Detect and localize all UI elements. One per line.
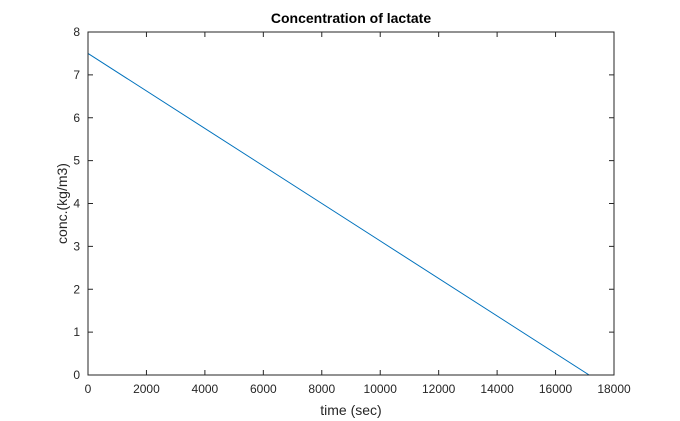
- x-axis-label: time (sec): [320, 402, 381, 418]
- x-tick-label: 4000: [192, 382, 219, 396]
- x-tick-label: 10000: [364, 382, 398, 396]
- x-tick-label: 6000: [250, 382, 277, 396]
- x-tick-label: 8000: [308, 382, 335, 396]
- y-tick-label: 1: [73, 325, 80, 339]
- x-tick-label: 14000: [480, 382, 514, 396]
- y-tick-label: 4: [73, 197, 80, 211]
- y-tick-label: 2: [73, 282, 80, 296]
- x-tick-label: 16000: [539, 382, 573, 396]
- y-tick-label: 3: [73, 239, 80, 253]
- y-tick-label: 6: [73, 111, 80, 125]
- x-tick-label: 12000: [422, 382, 456, 396]
- y-axis-ticks: 0 1 2 3 4 5 6 7 8: [73, 25, 614, 382]
- y-axis-label: conc.(kg/m3): [54, 163, 70, 244]
- y-tick-label: 0: [73, 368, 80, 382]
- x-tick-label: 0: [85, 382, 92, 396]
- chart-title: Concentration of lactate: [271, 10, 431, 26]
- y-tick-label: 8: [73, 25, 80, 39]
- y-tick-label: 5: [73, 154, 80, 168]
- x-tick-label: 2000: [133, 382, 160, 396]
- y-tick-label: 7: [73, 68, 80, 82]
- plot-area: [88, 32, 614, 375]
- x-tick-label: 18000: [597, 382, 631, 396]
- x-axis-ticks: 0 2000 4000 6000 8000 10000 12000 14000 16000 180…: [85, 32, 631, 396]
